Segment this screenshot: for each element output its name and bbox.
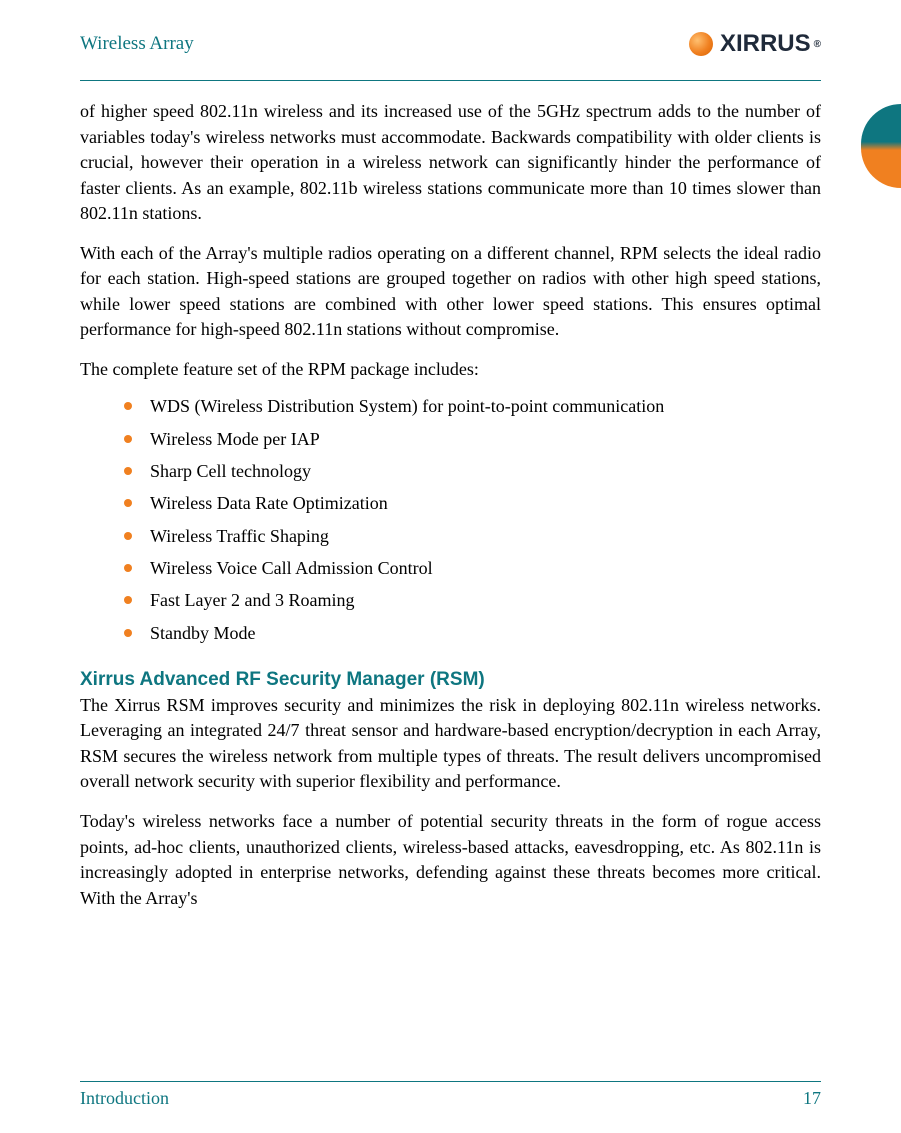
- footer-divider: [80, 1081, 821, 1082]
- page-footer: Introduction 17: [80, 1081, 821, 1109]
- page-content: Wireless Array XIRRUS ® of higher speed …: [0, 0, 901, 911]
- footer-section-label: Introduction: [80, 1088, 169, 1109]
- list-item-label: Wireless Voice Call Admission Control: [150, 558, 433, 578]
- list-item-label: Fast Layer 2 and 3 Roaming: [150, 590, 354, 610]
- page-header: Wireless Array XIRRUS ®: [80, 30, 821, 62]
- logo-text: XIRRUS: [720, 30, 811, 58]
- list-item: Wireless Voice Call Admission Control: [124, 552, 821, 584]
- body-paragraph: of higher speed 802.11n wireless and its…: [80, 99, 821, 227]
- body-paragraph: The Xirrus RSM improves security and min…: [80, 693, 821, 795]
- list-item: Sharp Cell technology: [124, 455, 821, 487]
- list-item-label: Wireless Data Rate Optimization: [150, 493, 388, 513]
- logo-orb-icon: [689, 32, 713, 56]
- header-divider: [80, 80, 821, 81]
- list-item-label: Wireless Mode per IAP: [150, 429, 320, 449]
- body-paragraph: Today's wireless networks face a number …: [80, 809, 821, 911]
- footer-row: Introduction 17: [80, 1088, 821, 1109]
- list-item: WDS (Wireless Distribution System) for p…: [124, 390, 821, 422]
- list-item-label: WDS (Wireless Distribution System) for p…: [150, 396, 664, 416]
- list-item-label: Standby Mode: [150, 623, 256, 643]
- list-item: Wireless Mode per IAP: [124, 423, 821, 455]
- header-title: Wireless Array: [80, 33, 194, 55]
- section-heading: Xirrus Advanced RF Security Manager (RSM…: [80, 669, 821, 691]
- logo-registered-icon: ®: [814, 39, 821, 50]
- list-item-label: Wireless Traffic Shaping: [150, 526, 329, 546]
- body-paragraph: With each of the Array's multiple radios…: [80, 241, 821, 343]
- list-item: Wireless Data Rate Optimization: [124, 487, 821, 519]
- feature-list: WDS (Wireless Distribution System) for p…: [80, 390, 821, 648]
- footer-page-number: 17: [803, 1088, 821, 1109]
- brand-logo: XIRRUS ®: [689, 30, 821, 58]
- list-item: Wireless Traffic Shaping: [124, 520, 821, 552]
- list-item: Fast Layer 2 and 3 Roaming: [124, 584, 821, 616]
- list-item-label: Sharp Cell technology: [150, 461, 311, 481]
- body-paragraph: The complete feature set of the RPM pack…: [80, 357, 821, 383]
- list-item: Standby Mode: [124, 617, 821, 649]
